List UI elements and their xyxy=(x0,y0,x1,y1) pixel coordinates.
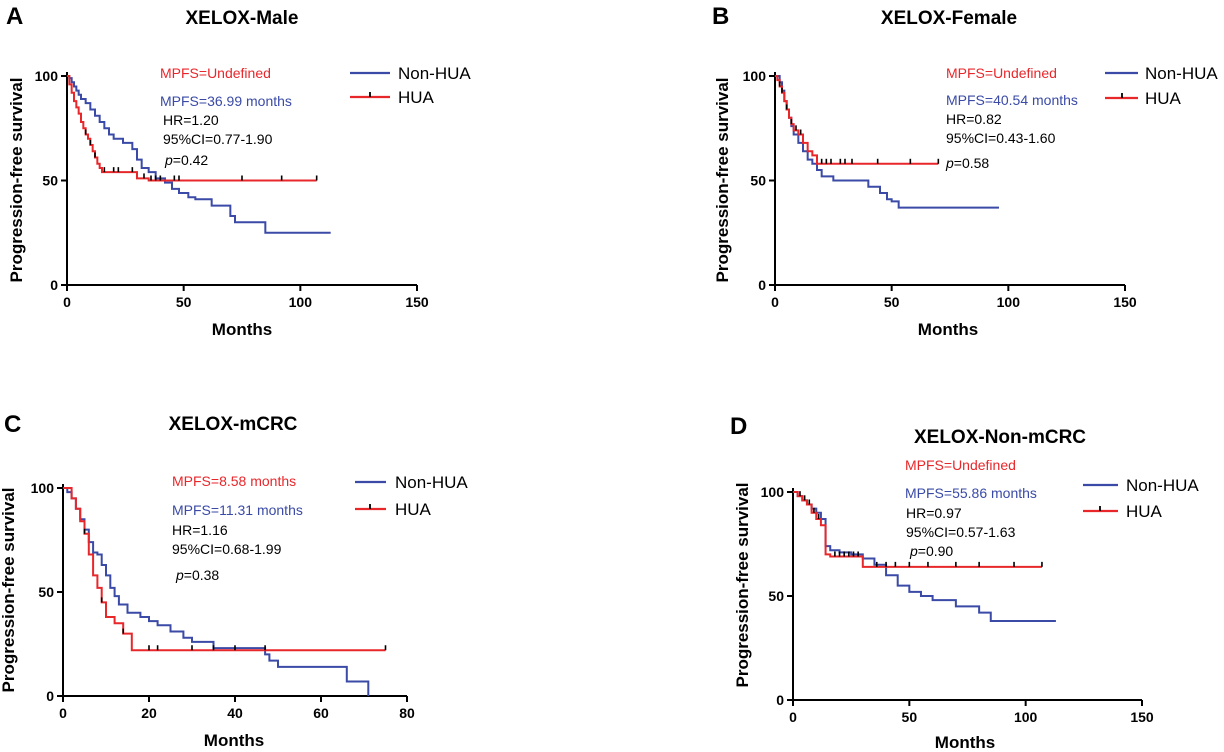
p-symbol: p xyxy=(945,155,954,171)
x-tick-label: 150 xyxy=(1113,294,1137,310)
x-tick-label: 50 xyxy=(902,709,918,725)
y-axis-label: Progression-free survival xyxy=(733,482,752,687)
x-tick-label: 50 xyxy=(884,294,900,310)
p-symbol: p xyxy=(164,152,173,168)
hua-survival-curve xyxy=(67,75,317,182)
p-value-text: p=0.38 xyxy=(175,567,219,583)
non-hua-survival-curve xyxy=(67,75,331,234)
y-axis-label: Progression-free survival xyxy=(7,77,26,282)
y-tick-label: 50 xyxy=(38,584,54,600)
x-tick-label: 100 xyxy=(289,294,313,310)
panel-d: D XELOX-Non-mCRC Progression-free surviv… xyxy=(730,413,1199,752)
x-axis-label: Months xyxy=(204,731,264,750)
legend-hua-label: HUA xyxy=(1145,89,1182,108)
p-value: =0.90 xyxy=(918,543,954,559)
y-axis-label: Progression-free survival xyxy=(0,487,18,692)
p-value: =0.42 xyxy=(173,152,209,168)
mpfs-hua-text: MPFS=Undefined xyxy=(160,65,271,81)
y-tick-label: 100 xyxy=(35,68,59,84)
chart-title: XELOX-mCRC xyxy=(169,414,298,435)
panel-letter: D xyxy=(730,413,747,440)
x-tick-label: 100 xyxy=(997,294,1021,310)
chart-title: XELOX-Non-mCRC xyxy=(914,427,1086,448)
panel-b: B XELOX-Female Progression-free survival… xyxy=(712,3,1218,339)
y-tick-label: 50 xyxy=(750,173,766,189)
ci-text: 95%CI=0.68-1.99 xyxy=(172,541,282,557)
chart-title: XELOX-Male xyxy=(186,8,299,29)
hua-survival-curve xyxy=(793,491,1042,568)
hr-text: HR=1.20 xyxy=(163,112,219,128)
panel-letter: B xyxy=(712,3,729,30)
x-tick-label: 0 xyxy=(59,705,67,721)
legend-non-hua-label: Non-HUA xyxy=(1126,476,1199,495)
x-tick-label: 20 xyxy=(141,705,157,721)
hr-text: HR=1.16 xyxy=(172,522,228,538)
y-tick-label: 0 xyxy=(758,277,766,293)
y-tick-label: 100 xyxy=(743,68,767,84)
ci-text: 95%CI=0.77-1.90 xyxy=(163,131,273,147)
hr-text: HR=0.97 xyxy=(906,505,962,521)
p-value: =0.58 xyxy=(954,155,990,171)
p-value-text: p=0.58 xyxy=(945,155,989,171)
x-axis-label: Months xyxy=(918,320,978,339)
legend-hua-label: HUA xyxy=(395,500,432,519)
p-symbol: p xyxy=(175,567,184,583)
x-tick-label: 0 xyxy=(63,294,71,310)
x-axis-label: Months xyxy=(212,320,272,339)
y-tick-label: 50 xyxy=(42,173,58,189)
x-tick-label: 80 xyxy=(399,705,415,721)
y-axis-label: Progression-free survival xyxy=(713,77,732,282)
panel-letter: C xyxy=(4,411,21,438)
ci-text: 95%CI=0.57-1.63 xyxy=(906,524,1016,540)
panel-letter: A xyxy=(6,3,23,30)
y-tick-label: 0 xyxy=(50,277,58,293)
x-tick-label: 150 xyxy=(1130,709,1154,725)
mpfs-non-hua-text: MPFS=55.86 months xyxy=(905,485,1037,501)
mpfs-hua-text: MPFS=Undefined xyxy=(946,65,1057,81)
mpfs-hua-text: MPFS=Undefined xyxy=(905,457,1016,473)
x-tick-label: 100 xyxy=(1014,709,1038,725)
legend-hua-label: HUA xyxy=(398,88,435,107)
panel-c: C XELOX-mCRC Progression-free survival M… xyxy=(0,411,468,750)
ci-text: 95%CI=0.43-1.60 xyxy=(946,130,1056,146)
legend-non-hua-label: Non-HUA xyxy=(1145,64,1218,83)
chart-title: XELOX-Female xyxy=(881,8,1017,29)
p-value-text: p=0.90 xyxy=(909,543,953,559)
x-tick-label: 150 xyxy=(405,294,429,310)
legend-hua-label: HUA xyxy=(1126,502,1163,521)
mpfs-hua-text: MPFS=8.58 months xyxy=(172,473,296,489)
mpfs-non-hua-text: MPFS=36.99 months xyxy=(160,93,292,109)
x-axis-label: Months xyxy=(935,733,995,752)
p-value: =0.38 xyxy=(184,567,220,583)
p-symbol: p xyxy=(909,543,918,559)
x-tick-label: 50 xyxy=(176,294,192,310)
mpfs-non-hua-text: MPFS=11.31 months xyxy=(172,502,303,518)
legend-non-hua-label: Non-HUA xyxy=(398,64,471,83)
y-tick-label: 0 xyxy=(46,688,54,704)
hr-text: HR=0.82 xyxy=(946,111,1002,127)
panel-a: A XELOX-Male Progression-free survival M… xyxy=(6,3,471,339)
non-hua-survival-curve xyxy=(63,487,370,696)
y-tick-label: 0 xyxy=(776,692,784,708)
y-tick-label: 100 xyxy=(31,480,55,496)
y-tick-label: 50 xyxy=(768,588,784,604)
mpfs-non-hua-text: MPFS=40.54 months xyxy=(946,92,1078,108)
x-tick-label: 60 xyxy=(313,705,329,721)
x-tick-label: 0 xyxy=(771,294,779,310)
hua-survival-curve xyxy=(63,487,386,652)
hua-survival-curve xyxy=(775,75,939,165)
x-tick-label: 0 xyxy=(789,709,797,725)
p-value-text: p=0.42 xyxy=(164,152,208,168)
x-tick-label: 40 xyxy=(227,705,243,721)
y-tick-label: 100 xyxy=(761,484,785,500)
legend-non-hua-label: Non-HUA xyxy=(395,473,468,492)
